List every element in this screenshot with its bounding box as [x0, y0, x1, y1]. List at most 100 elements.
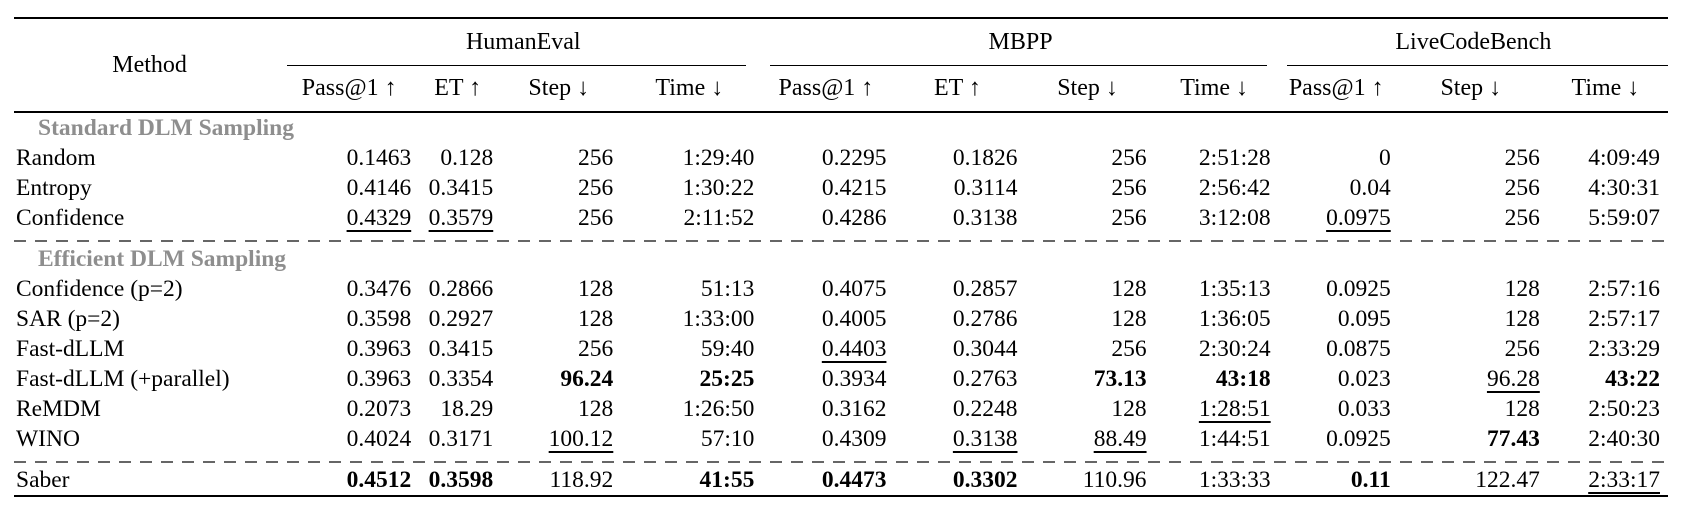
metric-value: 0.0975 — [1326, 204, 1391, 231]
metric-value: 57:10 — [700, 425, 755, 452]
metric-value: 0.033 — [1337, 395, 1391, 422]
metric-value: 0.0925 — [1326, 275, 1391, 302]
metric-value: 256 — [1111, 144, 1147, 171]
metric-value: 2:57:17 — [1588, 305, 1660, 332]
metric-value: 1:28:51 — [1198, 395, 1271, 422]
metric-value: 1:36:05 — [1198, 305, 1271, 332]
col-header-mbpp-et: ET ↑ — [894, 66, 1026, 113]
section-divider-row — [14, 454, 1668, 465]
metric-value: 2:57:16 — [1588, 275, 1660, 302]
col-header-he-et: ET ↑ — [419, 66, 502, 113]
method-name: WINO — [16, 425, 80, 452]
metric-value: 256 — [1504, 174, 1540, 201]
method-name: Fast-dLLM (+parallel) — [16, 365, 230, 392]
metric-value: 0.3302 — [952, 466, 1018, 493]
metric-value: 1:26:50 — [682, 395, 755, 422]
section-divider — [14, 454, 1668, 465]
metric-value: 0.3162 — [821, 395, 887, 422]
metric-value: 1:33:33 — [1198, 466, 1271, 493]
method-name: Fast-dLLM — [16, 335, 125, 362]
metric-value: 118.92 — [549, 466, 614, 493]
metric-value: 0.3579 — [428, 204, 494, 231]
metric-value: 0.3138 — [952, 425, 1018, 452]
metric-value: 256 — [1111, 174, 1147, 201]
metric-value: 51:13 — [700, 275, 755, 302]
metric-value: 3:12:08 — [1198, 204, 1271, 231]
metric-value: 88.49 — [1093, 425, 1147, 452]
metric-value: 0.3934 — [821, 365, 887, 392]
metric-value: 4:30:31 — [1588, 174, 1660, 201]
metric-value: 128 — [1504, 275, 1540, 302]
metric-value: 2:11:52 — [683, 204, 755, 231]
metric-value: 0.2857 — [952, 275, 1018, 302]
metric-value: 0.2786 — [952, 305, 1018, 332]
metric-value: 0.11 — [1350, 466, 1391, 493]
metric-value: 0.3138 — [952, 204, 1018, 231]
col-header-he-step: Step ↓ — [501, 66, 622, 113]
metric-value: 0.0925 — [1326, 425, 1391, 452]
metric-value: 2:50:23 — [1588, 395, 1660, 422]
metric-value: 0.1463 — [346, 144, 412, 171]
metric-value: 0.3114 — [953, 174, 1018, 201]
col-header-he-pass1: Pass@1 ↑ — [284, 66, 420, 113]
metric-value: 0.4146 — [346, 174, 412, 201]
table-body: Standard DLM Sampling Random 0.1463 0.128 25… — [14, 112, 1668, 496]
metric-value: 0.1826 — [952, 144, 1018, 171]
group-header-humaneval: HumanEval — [284, 18, 762, 66]
metric-value: 256 — [1504, 144, 1540, 171]
group-header-mbpp: MBPP — [762, 18, 1278, 66]
metric-value: 128 — [578, 275, 614, 302]
metric-value: 0.3171 — [428, 425, 494, 452]
section-title: Efficient DLM Sampling — [38, 245, 287, 272]
metric-value: 100.12 — [548, 425, 614, 452]
metric-header-row: Pass@1 ↑ ET ↑ Step ↓ Time ↓ Pass@1 ↑ ET … — [14, 66, 1668, 113]
metric-value: 0.4215 — [821, 174, 887, 201]
metric-value: 128 — [1111, 275, 1147, 302]
group-label: HumanEval — [465, 29, 581, 55]
col-header-lcb-time: Time ↓ — [1547, 66, 1668, 113]
metric-value: 2:51:28 — [1198, 144, 1271, 171]
metric-value: 4:09:49 — [1588, 144, 1660, 171]
metric-value: 0.2073 — [346, 395, 412, 422]
metric-value: 0.3598 — [428, 466, 494, 493]
metric-value: 2:33:17 — [1588, 466, 1660, 493]
metric-value: 0.095 — [1337, 305, 1391, 332]
method-name: Entropy — [16, 174, 92, 201]
metric-value: 256 — [578, 144, 614, 171]
dashed-line — [14, 461, 1668, 463]
section-header-row: Standard DLM Sampling — [14, 112, 1668, 143]
metric-value: 96.28 — [1486, 365, 1540, 392]
group-label: LiveCodeBench — [1395, 29, 1552, 55]
section-divider-row — [14, 233, 1668, 244]
metric-value: 0.4403 — [821, 335, 887, 362]
metric-value: 256 — [1111, 335, 1147, 362]
metric-value: 122.47 — [1475, 466, 1540, 493]
section-header-row: Efficient DLM Sampling — [14, 244, 1668, 274]
metric-value: 0.2866 — [428, 275, 494, 302]
metric-value: 0.3598 — [346, 305, 412, 332]
metric-value: 1:29:40 — [682, 144, 755, 171]
method-name: SAR (p=2) — [16, 305, 120, 332]
table-row: WINO 0.4024 0.3171 100.12 57:10 0.4309 0.3138 8… — [14, 424, 1668, 454]
group-underline — [1286, 65, 1668, 66]
metric-value: 1:33:00 — [682, 305, 755, 332]
benchmark-results-table: Method HumanEval MBPP LiveCodeBench Pass… — [14, 17, 1668, 497]
group-label: MBPP — [988, 29, 1053, 55]
metric-value: 43:18 — [1215, 365, 1271, 392]
metric-value: 18.29 — [440, 395, 494, 422]
metric-value: 2:30:24 — [1198, 335, 1271, 362]
metric-value: 0.4309 — [821, 425, 887, 452]
col-header-mbpp-pass1: Pass@1 ↑ — [762, 66, 895, 113]
metric-value: 1:44:51 — [1198, 425, 1271, 452]
section-divider — [14, 233, 1668, 244]
metric-value: 0.4286 — [821, 204, 887, 231]
metric-value: 96.24 — [560, 365, 614, 392]
metric-value: 0 — [1378, 144, 1391, 171]
method-name: Saber — [16, 466, 70, 493]
metric-value: 2:33:29 — [1588, 335, 1660, 362]
col-header-lcb-step: Step ↓ — [1398, 66, 1548, 113]
metric-value: 0.4005 — [821, 305, 887, 332]
group-underline — [287, 65, 747, 66]
metric-value: 128 — [1504, 305, 1540, 332]
